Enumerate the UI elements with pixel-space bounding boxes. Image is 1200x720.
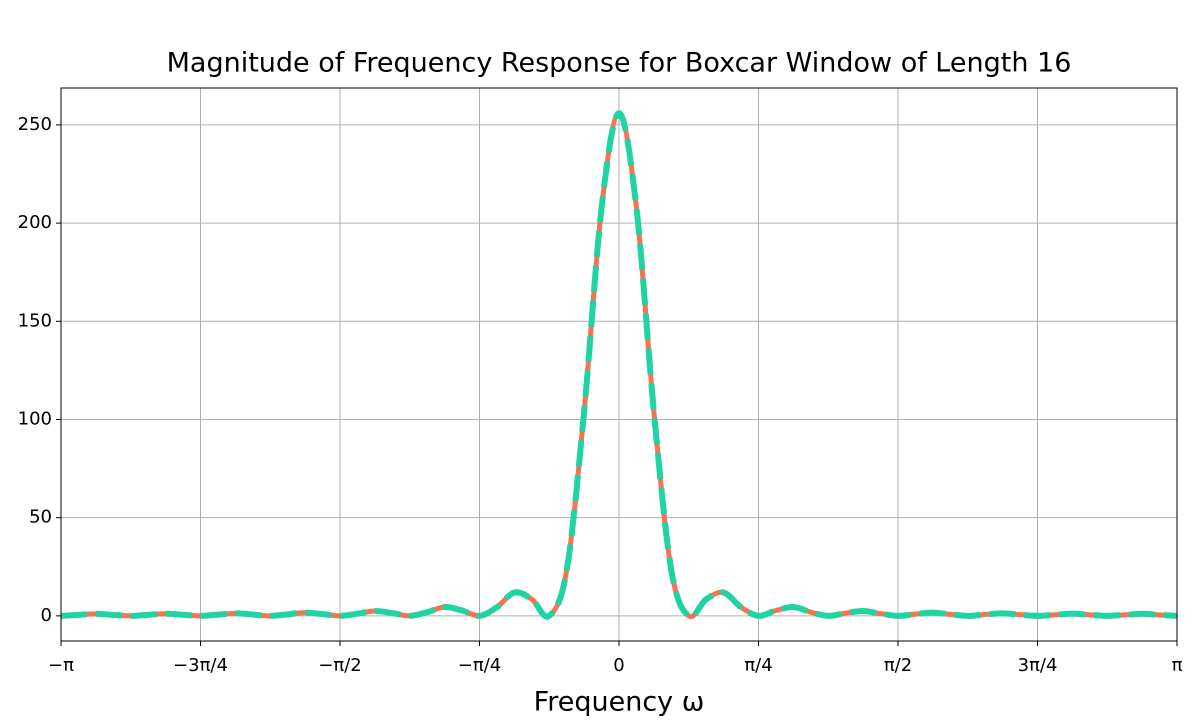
x-tick-label: −3π/4 [173, 655, 228, 676]
x-tick-label: −π [48, 655, 74, 676]
x-tick-label: π [1172, 655, 1183, 676]
y-tick-label: 0 [41, 605, 52, 626]
y-tick-label: 150 [18, 310, 52, 331]
y-tick-label: 50 [29, 507, 52, 528]
x-tick-label: −π/4 [458, 655, 501, 676]
line-series [61, 110, 1177, 620]
plot-frame [60, 87, 1178, 642]
y-tick-label: 250 [18, 114, 52, 135]
x-tick-label: π/4 [744, 655, 772, 676]
x-axis-label: Frequency ω [534, 687, 705, 718]
y-tick-label: 200 [18, 212, 52, 233]
y-tick-label: 100 [18, 408, 52, 429]
x-tick-label: −π/2 [318, 655, 361, 676]
x-tick-label: 3π/4 [1018, 655, 1058, 676]
x-tick-label: 0 [613, 655, 624, 676]
x-tick-label: π/2 [884, 655, 912, 676]
chart-title: Magnitude of Frequency Response for Boxc… [167, 48, 1072, 79]
